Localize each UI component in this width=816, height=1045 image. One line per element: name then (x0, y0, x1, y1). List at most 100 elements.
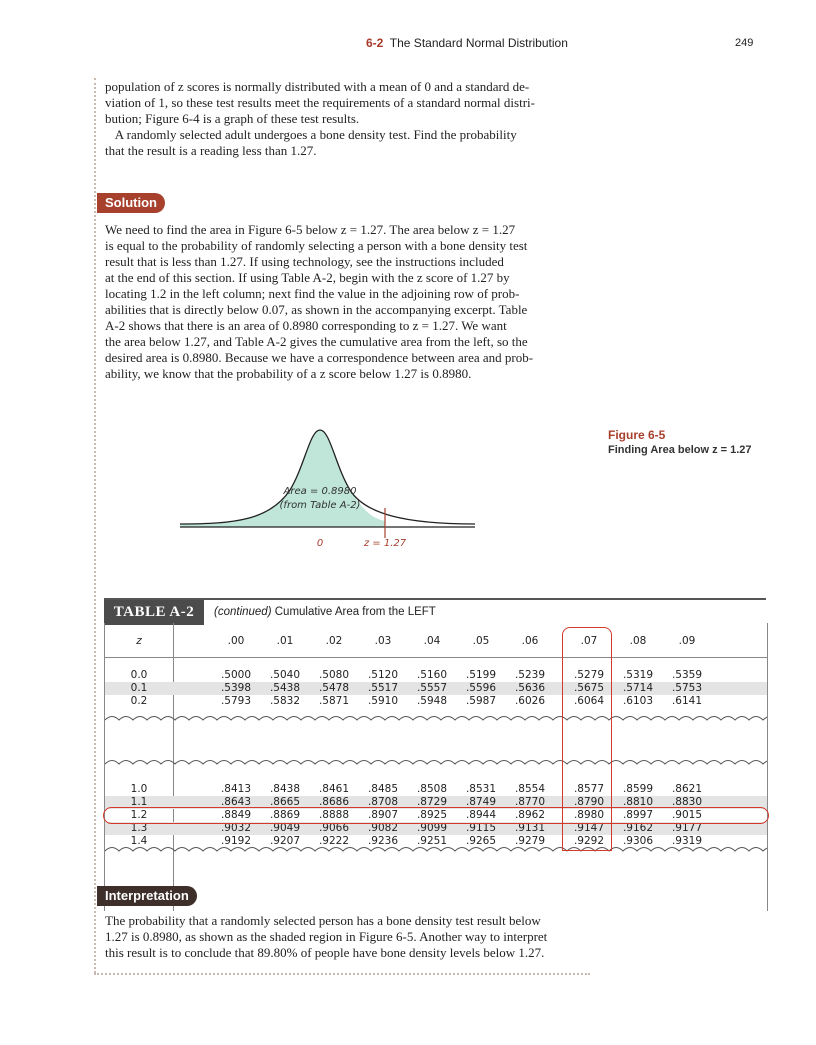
table-cell: .9115 (465, 822, 497, 834)
figure-caption: Figure 6-5 Finding Area below z = 1.27 (608, 428, 752, 456)
intro-line: that the result is a reading less than 1… (105, 143, 317, 158)
intro-line: population of z scores is normally distr… (105, 79, 530, 94)
x-label-0: 0 (317, 538, 323, 549)
table-cell: .8962 (514, 809, 546, 821)
table-cell: .8686 (318, 796, 350, 808)
table-cell: .9251 (416, 835, 448, 847)
table-cell: .5478 (318, 682, 350, 694)
column-header: .08 (629, 635, 647, 647)
solution-line: abilities that is directly below 0.07, a… (105, 302, 528, 317)
intro-paragraph: population of z scores is normally distr… (105, 79, 585, 159)
table-cell: .8869 (269, 809, 301, 821)
table-cell: .5160 (416, 669, 448, 681)
table-cell: .8508 (416, 783, 448, 795)
table-cell: .9082 (367, 822, 399, 834)
table-cell: .6064 (573, 695, 605, 707)
highlight-row-12 (103, 807, 769, 824)
table-cell: .8849 (220, 809, 252, 821)
table-cell: .5636 (514, 682, 546, 694)
z-value: 0.1 (130, 682, 148, 694)
column-header: .06 (521, 635, 539, 647)
table-cell: .8621 (671, 783, 703, 795)
table-cell: .9236 (367, 835, 399, 847)
table-cell: .9049 (269, 822, 301, 834)
table-cell: .9015 (671, 809, 703, 821)
table-cell: .8907 (367, 809, 399, 821)
column-header: .09 (678, 635, 696, 647)
interpretation-line: 1.27 is 0.8980, as shown as the shaded r… (105, 929, 548, 944)
table-cell: .9066 (318, 822, 350, 834)
table-row (105, 682, 767, 695)
table-cell: .8997 (622, 809, 654, 821)
area-label-2: (from Table A-2) (280, 500, 361, 511)
table-cell: .5596 (465, 682, 497, 694)
solution-line: We need to find the area in Figure 6-5 b… (105, 222, 516, 237)
solution-line: A-2 shows that there is an area of 0.898… (105, 318, 507, 333)
column-header: .03 (374, 635, 392, 647)
table-cell: .5080 (318, 669, 350, 681)
table-cell: .9207 (269, 835, 301, 847)
table-cell: .5000 (220, 669, 252, 681)
table-cell: .5239 (514, 669, 546, 681)
highlight-column-07 (562, 627, 612, 851)
column-header: .04 (423, 635, 441, 647)
table-row (105, 822, 767, 835)
section-number: 6-2 (366, 36, 384, 50)
figure-number: Figure 6-5 (608, 428, 666, 442)
header-divider (105, 657, 767, 658)
solution-line: at the end of this section. If using Tab… (105, 270, 510, 285)
shaded-area (180, 430, 385, 527)
table-cell: .5040 (269, 669, 301, 681)
section-heading: 6-2 The Standard Normal Distribution (366, 36, 568, 50)
table-cell: .9147 (573, 822, 605, 834)
example-bottom-border (94, 973, 590, 975)
solution-line: desired area is 0.8980. Because we have … (105, 350, 534, 365)
example-left-border (94, 78, 96, 973)
table-cell: .6026 (514, 695, 546, 707)
table-cell: .9292 (573, 835, 605, 847)
table-cell: .8531 (465, 783, 497, 795)
table-cell: .8830 (671, 796, 703, 808)
table-cell: .5359 (671, 669, 703, 681)
table-caption: (continued) Cumulative Area from the LEF… (214, 606, 436, 618)
z-value: 1.2 (130, 809, 148, 821)
table-cell: .9279 (514, 835, 546, 847)
table-cell: .5120 (367, 669, 399, 681)
table-cell: .5714 (622, 682, 654, 694)
intro-line: bution; Figure 6-4 is a graph of these t… (105, 111, 360, 126)
caption-text: Cumulative Area from the LEFT (271, 606, 436, 618)
z-header: z (136, 635, 142, 647)
table-cell: .5438 (269, 682, 301, 694)
solution-line: locating 1.2 in the left column; next fi… (105, 286, 520, 301)
table-cell: .5279 (573, 669, 605, 681)
table-cell: .8980 (573, 809, 605, 821)
intro-line: A randomly selected adult undergoes a bo… (114, 127, 517, 142)
solution-line: result that is less than 1.27. If using … (105, 254, 504, 269)
solution-line: is equal to the probability of randomly … (105, 238, 528, 253)
table-cell: .5675 (573, 682, 605, 694)
table-cell: .5871 (318, 695, 350, 707)
table-label: TABLE A-2 (104, 600, 204, 625)
table-cell: .9265 (465, 835, 497, 847)
table-break-wave (105, 716, 767, 721)
solution-line: ability, we know that the probability of… (105, 366, 472, 381)
z-value: 1.4 (130, 835, 148, 847)
table-cell: .8810 (622, 796, 654, 808)
table-break-wave (105, 847, 767, 852)
table-cell: .5832 (269, 695, 301, 707)
table-title-bar: TABLE A-2 (continued) Cumulative Area fr… (104, 598, 766, 625)
table-cell: .9222 (318, 835, 350, 847)
table-cell: .5199 (465, 669, 497, 681)
table-row (105, 796, 767, 809)
table-cell: .8729 (416, 796, 448, 808)
table-cell: .5948 (416, 695, 448, 707)
table-cell: .9177 (671, 822, 703, 834)
intro-line: viation of 1, so these test results meet… (105, 95, 535, 110)
table-cell: .5398 (220, 682, 252, 694)
column-header: .02 (325, 635, 343, 647)
table-cell: .5753 (671, 682, 703, 694)
table-break-wave (105, 760, 767, 765)
table-cell: .9192 (220, 835, 252, 847)
curve-line (179, 429, 476, 525)
solution-line: the area below 1.27, and Table A-2 gives… (105, 334, 528, 349)
